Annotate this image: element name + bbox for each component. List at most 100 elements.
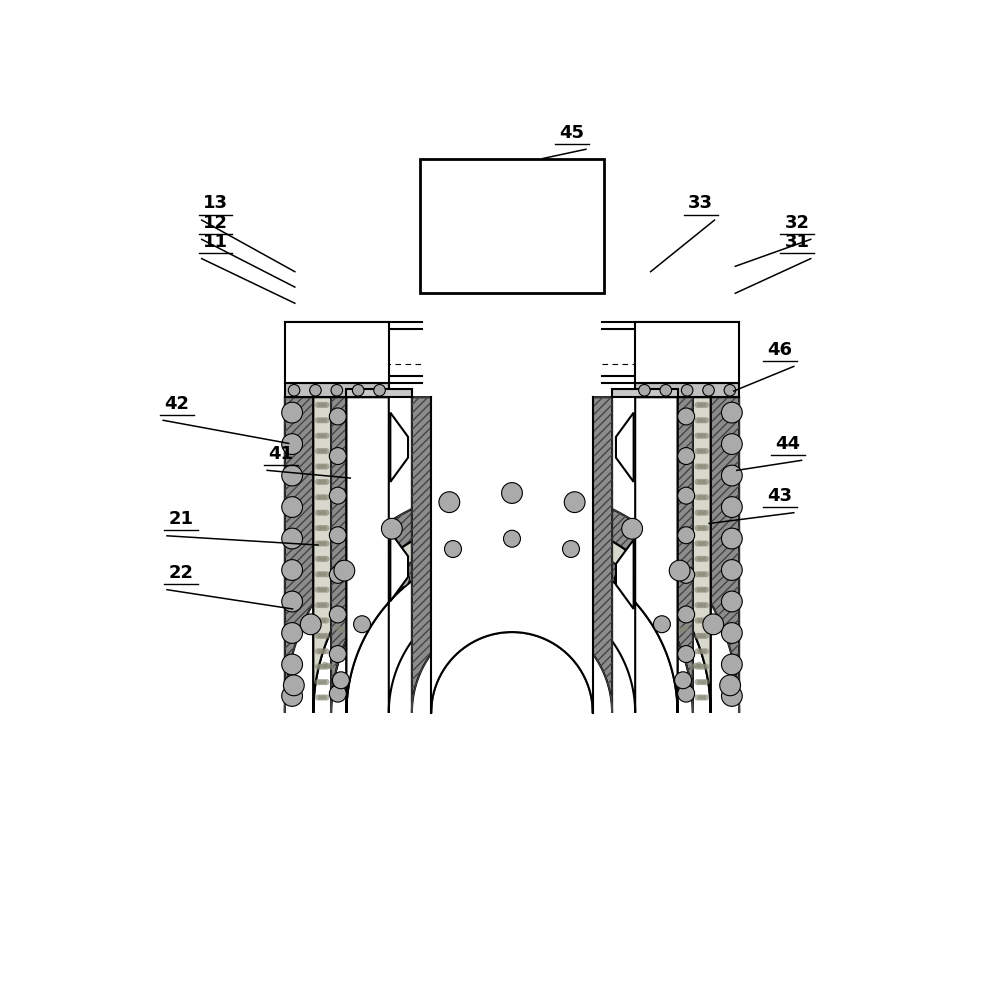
Circle shape	[564, 492, 585, 513]
Circle shape	[451, 525, 458, 532]
Circle shape	[282, 623, 303, 643]
Circle shape	[601, 544, 607, 550]
Text: 33: 33	[688, 194, 713, 212]
Circle shape	[632, 566, 638, 572]
Circle shape	[282, 497, 303, 517]
Circle shape	[315, 556, 321, 562]
Circle shape	[703, 463, 709, 470]
Circle shape	[700, 525, 706, 531]
Circle shape	[330, 566, 347, 583]
Circle shape	[315, 571, 321, 577]
Circle shape	[694, 617, 700, 624]
Circle shape	[676, 628, 682, 634]
Circle shape	[324, 587, 330, 593]
Circle shape	[321, 679, 327, 685]
Circle shape	[324, 510, 330, 516]
Circle shape	[697, 587, 703, 593]
Circle shape	[703, 479, 709, 485]
Circle shape	[697, 448, 703, 454]
Circle shape	[679, 627, 685, 633]
Circle shape	[315, 402, 321, 408]
Circle shape	[315, 648, 321, 654]
Circle shape	[386, 566, 392, 572]
PathPatch shape	[412, 397, 612, 713]
Circle shape	[721, 434, 742, 454]
Circle shape	[694, 494, 700, 500]
Circle shape	[490, 521, 496, 527]
Circle shape	[703, 510, 709, 516]
Circle shape	[318, 587, 324, 593]
Circle shape	[700, 556, 706, 562]
Text: 22: 22	[169, 564, 194, 582]
Circle shape	[703, 540, 709, 547]
Circle shape	[321, 602, 327, 608]
Circle shape	[697, 525, 703, 531]
Circle shape	[528, 518, 534, 524]
Circle shape	[562, 541, 579, 557]
Circle shape	[452, 529, 459, 535]
Circle shape	[321, 417, 327, 423]
Circle shape	[321, 510, 327, 516]
Circle shape	[703, 571, 709, 577]
Circle shape	[321, 556, 327, 562]
Circle shape	[533, 965, 547, 979]
Circle shape	[703, 679, 709, 685]
Circle shape	[697, 648, 703, 654]
Circle shape	[354, 616, 371, 633]
Circle shape	[694, 587, 700, 593]
Circle shape	[282, 560, 303, 580]
Circle shape	[630, 569, 636, 575]
Circle shape	[324, 540, 330, 547]
Circle shape	[301, 614, 321, 635]
Circle shape	[703, 648, 709, 654]
Circle shape	[660, 384, 671, 396]
Circle shape	[282, 402, 303, 423]
Circle shape	[324, 694, 330, 701]
Circle shape	[324, 679, 330, 685]
Circle shape	[694, 571, 700, 577]
Circle shape	[318, 448, 324, 454]
Circle shape	[700, 587, 706, 593]
Circle shape	[697, 571, 703, 577]
Circle shape	[339, 627, 345, 633]
Circle shape	[621, 518, 642, 539]
Circle shape	[694, 679, 700, 685]
Circle shape	[315, 679, 321, 685]
Circle shape	[315, 617, 321, 624]
Circle shape	[330, 646, 347, 663]
Text: 32: 32	[784, 214, 809, 232]
Circle shape	[700, 479, 706, 485]
Circle shape	[700, 571, 706, 577]
Circle shape	[282, 465, 303, 486]
Text: 31: 31	[784, 233, 809, 251]
Circle shape	[703, 402, 709, 408]
Circle shape	[324, 664, 330, 670]
Circle shape	[318, 510, 324, 516]
Circle shape	[638, 384, 650, 396]
Circle shape	[310, 384, 322, 396]
Circle shape	[374, 384, 386, 396]
Circle shape	[362, 596, 368, 602]
Circle shape	[700, 402, 706, 408]
Circle shape	[677, 566, 694, 583]
Circle shape	[692, 663, 699, 669]
Circle shape	[388, 569, 394, 575]
Circle shape	[324, 402, 330, 408]
Circle shape	[415, 541, 422, 547]
Circle shape	[322, 662, 328, 668]
Circle shape	[315, 510, 321, 516]
Circle shape	[334, 560, 355, 581]
Circle shape	[282, 591, 303, 612]
Circle shape	[477, 965, 491, 979]
Circle shape	[321, 494, 327, 500]
Bar	[420, 158, 604, 293]
Circle shape	[318, 433, 324, 439]
Circle shape	[697, 664, 703, 670]
Circle shape	[700, 540, 706, 547]
Circle shape	[324, 479, 330, 485]
Circle shape	[703, 448, 709, 454]
Circle shape	[721, 465, 742, 486]
Circle shape	[703, 664, 709, 670]
Circle shape	[656, 596, 662, 602]
Circle shape	[356, 592, 362, 598]
